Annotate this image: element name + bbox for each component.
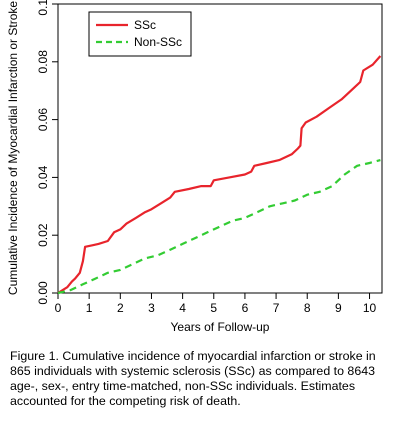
x-tick-label: 3 xyxy=(148,301,155,315)
series-group xyxy=(57,55,382,295)
x-tick-label: 5 xyxy=(210,301,217,315)
y-tick-label: 0.04 xyxy=(36,165,50,189)
x-tick-label: 6 xyxy=(242,301,249,315)
figure-caption: Figure 1. Cumulative incidence of myocar… xyxy=(10,349,376,408)
x-tick-label: 1 xyxy=(86,301,93,315)
legend-box xyxy=(88,11,192,57)
y-axis-label: Cumulative Incidence of Myocardial Infar… xyxy=(6,1,20,295)
series-line-non-ssc xyxy=(57,159,381,295)
plot-area-frame xyxy=(57,3,383,294)
legend-label-ssc: SSc xyxy=(134,18,156,32)
y-tick-label: 0.08 xyxy=(36,50,50,74)
x-tick-label: 2 xyxy=(117,301,124,315)
legend-label-non-ssc: Non-SSc xyxy=(134,35,182,49)
y-axis: 0.00 0.02 0.04 0.06 0.08 0.10 xyxy=(36,0,58,305)
x-tick-label: 7 xyxy=(273,301,280,315)
x-axis-label: Years of Follow-up xyxy=(171,320,270,334)
y-tick-label: 0.10 xyxy=(36,0,50,16)
y-tick-label: 0.06 xyxy=(36,108,50,132)
x-tick-label: 0 xyxy=(55,301,62,315)
x-tick-label: 10 xyxy=(363,301,377,315)
legend: SSc Non-SSc xyxy=(88,11,192,57)
x-axis: 0 1 2 3 4 5 6 7 8 9 10 xyxy=(55,293,377,315)
y-tick-label: 0.02 xyxy=(36,223,50,247)
x-tick-label: 8 xyxy=(304,301,311,315)
series-line-ssc xyxy=(57,55,382,294)
x-tick-label: 9 xyxy=(335,301,342,315)
x-tick-label: 4 xyxy=(179,301,186,315)
y-tick-label: 0.00 xyxy=(36,281,50,305)
chart: 0 1 2 3 4 5 6 7 8 9 10 0.00 0.02 0.04 0.06 0.08 0.10 Ye… xyxy=(6,0,383,334)
